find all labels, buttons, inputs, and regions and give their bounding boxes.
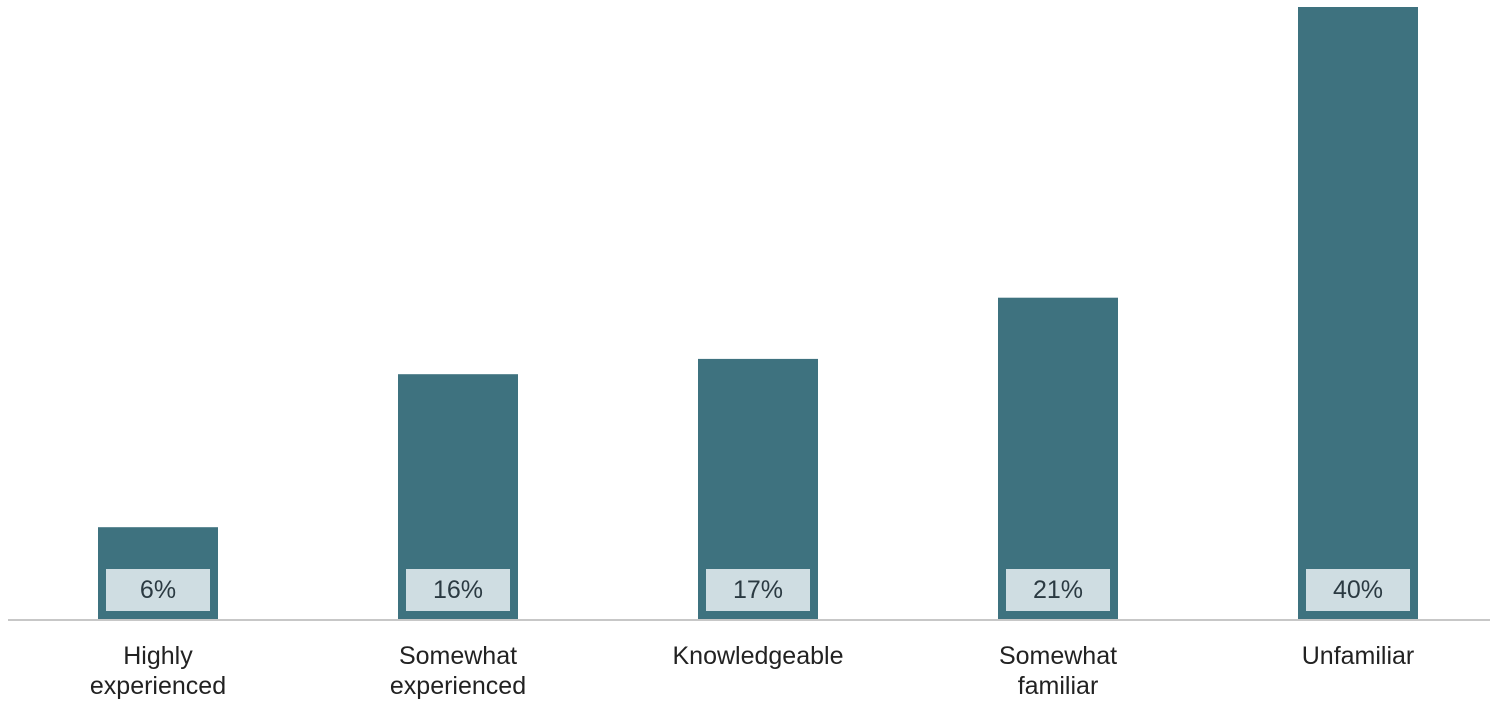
- value-label-2: 17%: [733, 576, 783, 604]
- value-label-box-0: [106, 569, 210, 611]
- value-label-0: 6%: [140, 576, 176, 604]
- category-label-line: Somewhat: [399, 642, 517, 670]
- bar-4: [1298, 7, 1418, 619]
- category-label-4: Unfamiliar: [1302, 642, 1415, 670]
- category-label-line: experienced: [390, 672, 526, 700]
- bar-3: [998, 297, 1118, 619]
- value-label-1: 16%: [433, 576, 483, 604]
- category-labels-group: HighlyexperiencedSomewhatexperiencedKnow…: [90, 642, 1414, 700]
- value-label-box-4: [1306, 569, 1410, 611]
- value-label-box-2: [706, 569, 810, 611]
- category-label-2: Knowledgeable: [673, 642, 844, 670]
- value-label-box-1: [406, 569, 510, 611]
- category-label-line: Somewhat: [999, 642, 1117, 670]
- value-label-4: 40%: [1333, 576, 1383, 604]
- category-label-line: familiar: [1018, 672, 1099, 700]
- value-label-box-3: [1006, 569, 1110, 611]
- category-label-line: experienced: [90, 672, 226, 700]
- category-label-line: Unfamiliar: [1302, 642, 1415, 670]
- value-label-3: 21%: [1033, 576, 1083, 604]
- category-label-line: Knowledgeable: [673, 642, 844, 670]
- category-label-line: Highly: [123, 642, 193, 670]
- bars-group: 6% 16% 17% 21% 40%: [98, 7, 1418, 619]
